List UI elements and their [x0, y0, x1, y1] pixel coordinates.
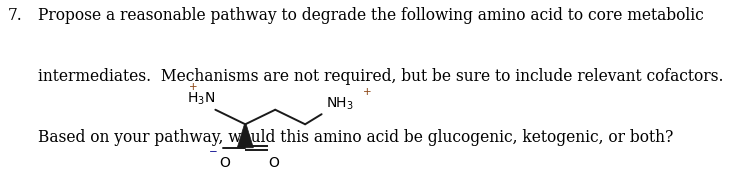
Text: 7.: 7. [8, 6, 23, 24]
Text: O: O [219, 156, 230, 170]
Text: Propose a reasonable pathway to degrade the following amino acid to core metabol: Propose a reasonable pathway to degrade … [38, 6, 704, 24]
Text: +: + [189, 82, 198, 92]
Text: O: O [268, 156, 279, 170]
Text: NH$_3$: NH$_3$ [326, 95, 354, 112]
Text: H$_3$N: H$_3$N [187, 91, 214, 107]
Text: −: − [209, 147, 217, 157]
Text: +: + [363, 87, 372, 97]
Polygon shape [237, 124, 253, 148]
Text: intermediates.  Mechanisms are not required, but be sure to include relevant cof: intermediates. Mechanisms are not requir… [38, 68, 724, 85]
Text: Based on your pathway, would this amino acid be glucogenic, ketogenic, or both?: Based on your pathway, would this amino … [38, 129, 673, 146]
